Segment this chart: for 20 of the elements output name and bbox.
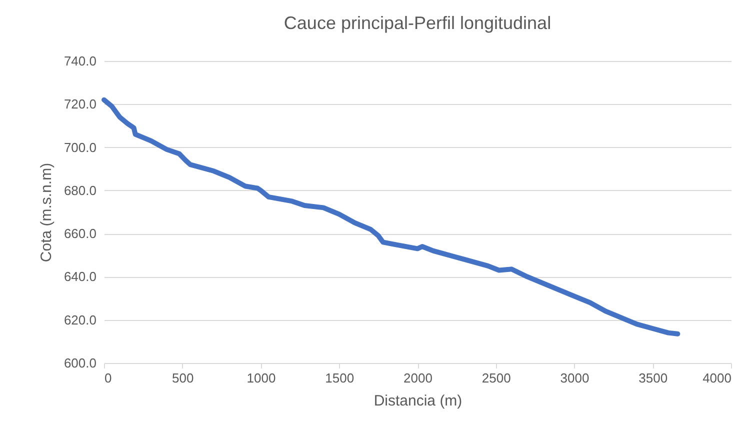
y-tick-label: 720.0 [64, 96, 96, 112]
x-tick-label: 0 [104, 370, 112, 386]
y-tick-label: 700.0 [64, 140, 96, 155]
y-axis-title: Cota (m.s.n.m) [38, 162, 55, 262]
y-tick-label: 640.0 [64, 269, 96, 284]
x-tick-label: 500 [172, 370, 194, 386]
x-tick-label: 3500 [638, 370, 668, 386]
y-tick-label: 740.0 [64, 54, 96, 68]
y-tick-label: 620.0 [64, 312, 96, 328]
y-tick-label: 660.0 [64, 226, 96, 242]
chart-title: Cauce principal-Perfil longitudinal [284, 13, 552, 33]
x-tick-label: 3000 [560, 370, 590, 386]
x-tick-label: 4000 [702, 370, 732, 386]
x-tick-label: 1500 [325, 370, 354, 386]
x-axis-title: Distancia (m) [374, 392, 462, 410]
x-tick-label: 2000 [404, 370, 432, 386]
y-tick-label: 680.0 [64, 182, 96, 198]
y-tick-label: 600.0 [64, 356, 96, 370]
x-tick-label: 1000 [246, 370, 276, 386]
x-tick-label: 2500 [482, 370, 511, 386]
